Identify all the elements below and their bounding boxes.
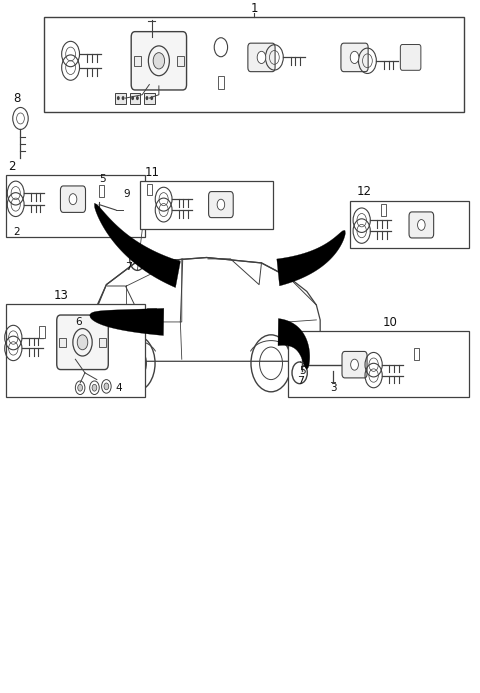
Bar xyxy=(177,56,184,66)
Bar xyxy=(147,308,156,315)
Bar xyxy=(59,338,66,346)
Circle shape xyxy=(150,96,153,100)
Circle shape xyxy=(418,220,425,230)
Text: 12: 12 xyxy=(357,186,372,198)
Bar xyxy=(44,17,464,112)
Text: 11: 11 xyxy=(144,166,159,179)
Circle shape xyxy=(117,96,120,100)
Circle shape xyxy=(69,193,77,204)
Text: 7: 7 xyxy=(125,262,132,272)
Text: 8: 8 xyxy=(13,92,21,105)
Text: 5: 5 xyxy=(99,174,106,184)
Circle shape xyxy=(77,335,88,350)
Circle shape xyxy=(351,359,359,370)
FancyBboxPatch shape xyxy=(209,191,233,218)
Bar xyxy=(381,204,385,216)
Bar xyxy=(116,93,126,103)
Polygon shape xyxy=(278,319,310,369)
FancyBboxPatch shape xyxy=(342,351,367,378)
Circle shape xyxy=(145,96,148,100)
Bar xyxy=(218,76,224,89)
Bar xyxy=(350,200,469,248)
Bar xyxy=(6,304,144,396)
Text: 5: 5 xyxy=(300,365,306,376)
Text: 13: 13 xyxy=(54,288,69,301)
Polygon shape xyxy=(95,203,180,288)
Text: 4: 4 xyxy=(116,383,122,393)
Text: 2: 2 xyxy=(9,159,16,173)
Bar xyxy=(144,93,155,103)
Circle shape xyxy=(257,51,266,64)
Text: 9: 9 xyxy=(123,189,130,199)
Bar xyxy=(99,185,104,197)
Polygon shape xyxy=(277,230,346,286)
Circle shape xyxy=(92,385,97,391)
Bar xyxy=(130,93,140,103)
Text: 10: 10 xyxy=(383,316,398,328)
Bar xyxy=(414,348,419,360)
Bar xyxy=(147,184,152,195)
Circle shape xyxy=(136,96,139,100)
Text: 6: 6 xyxy=(75,317,82,327)
Bar xyxy=(39,326,45,338)
FancyBboxPatch shape xyxy=(60,186,85,212)
Bar xyxy=(6,175,144,237)
Text: 2: 2 xyxy=(13,227,20,237)
Text: 3: 3 xyxy=(330,383,336,393)
FancyBboxPatch shape xyxy=(409,212,433,238)
Bar xyxy=(288,331,469,396)
Text: 1: 1 xyxy=(251,1,258,15)
Bar xyxy=(99,338,106,346)
FancyBboxPatch shape xyxy=(341,43,368,71)
FancyBboxPatch shape xyxy=(248,43,275,71)
Circle shape xyxy=(131,96,134,100)
Circle shape xyxy=(153,53,165,69)
Circle shape xyxy=(217,199,225,210)
Text: 7: 7 xyxy=(297,376,304,387)
Circle shape xyxy=(121,96,124,100)
Circle shape xyxy=(104,383,109,389)
Circle shape xyxy=(350,51,359,64)
Bar xyxy=(85,329,96,340)
FancyBboxPatch shape xyxy=(57,315,108,369)
Polygon shape xyxy=(90,308,164,335)
Bar xyxy=(140,181,274,229)
FancyBboxPatch shape xyxy=(131,32,187,90)
FancyBboxPatch shape xyxy=(400,44,421,70)
Bar xyxy=(133,56,141,66)
Circle shape xyxy=(78,385,83,391)
